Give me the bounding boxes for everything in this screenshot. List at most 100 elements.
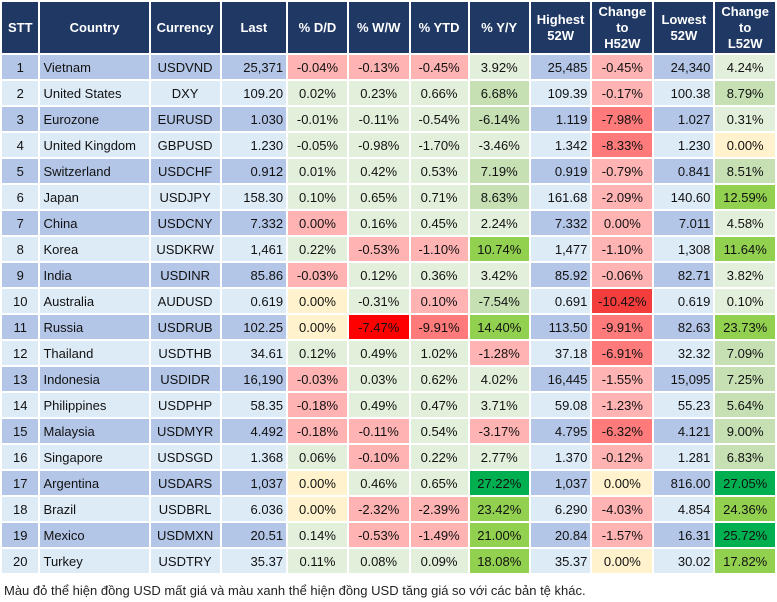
cell-ch: 0.00%	[592, 211, 653, 235]
cell-ch: -0.45%	[592, 55, 653, 79]
cell-country: Singapore	[40, 445, 149, 469]
cell-ww: -0.53%	[348, 523, 409, 547]
cell-last: 16,190	[221, 367, 287, 391]
table-row: 6 Japan USDJPY 158.30 0.10% 0.65% 0.71% 8.63% 16…	[2, 185, 775, 209]
cell-currency: USDSGD	[150, 445, 220, 469]
cell-h52: 113.50	[530, 315, 591, 339]
cell-h52: 25,485	[530, 55, 591, 79]
cell-h52: 161.68	[530, 185, 591, 209]
cell-ch: -9.91%	[592, 315, 653, 339]
cell-currency: USDCHF	[150, 159, 220, 183]
cell-last: 20.51	[221, 523, 287, 547]
cell-dd: 0.12%	[288, 341, 347, 365]
cell-stt: 6	[2, 185, 39, 209]
cell-country: Indonesia	[40, 367, 149, 391]
cell-currency: USDARS	[150, 471, 220, 495]
cell-l52: 0.841	[654, 159, 714, 183]
cell-ww: -0.53%	[348, 237, 409, 261]
cell-h52: 1,477	[530, 237, 591, 261]
table-row: 8 Korea USDKRW 1,461 0.22% -0.53% -1.10% 10.74%…	[2, 237, 775, 261]
cell-dd: -0.05%	[288, 133, 347, 157]
cell-currency: USDPHP	[150, 393, 220, 417]
cell-ww: 0.03%	[348, 367, 409, 391]
cell-ytd: 0.53%	[410, 159, 468, 183]
cell-ytd: 0.36%	[410, 263, 468, 287]
cell-l52: 4.121	[654, 419, 714, 443]
cell-cl: 25.72%	[715, 523, 775, 547]
table-row: 11 Russia USDRUB 102.25 0.00% -7.47% -9.91% 14.…	[2, 315, 775, 339]
cell-stt: 17	[2, 471, 39, 495]
cell-l52: 1.027	[654, 107, 714, 131]
cell-ww: -0.11%	[348, 107, 409, 131]
cell-l52: 100.38	[654, 81, 714, 105]
column-header: Lowest 52W	[654, 2, 714, 53]
cell-dd: -0.03%	[288, 263, 347, 287]
table-row: 10 Australia AUDUSD 0.619 0.00% -0.31% 0.10% -7…	[2, 289, 775, 313]
cell-dd: 0.00%	[288, 497, 347, 521]
cell-yy: 21.00%	[469, 523, 529, 547]
cell-ch: -0.79%	[592, 159, 653, 183]
cell-ch: -1.55%	[592, 367, 653, 391]
cell-yy: 23.42%	[469, 497, 529, 521]
cell-h52: 0.919	[530, 159, 591, 183]
cell-cl: 5.64%	[715, 393, 775, 417]
cell-ytd: 0.65%	[410, 471, 468, 495]
cell-ch: -1.23%	[592, 393, 653, 417]
cell-h52: 16,445	[530, 367, 591, 391]
cell-ww: -0.13%	[348, 55, 409, 79]
cell-h52: 1,037	[530, 471, 591, 495]
cell-stt: 7	[2, 211, 39, 235]
cell-ytd: 0.22%	[410, 445, 468, 469]
cell-dd: 0.00%	[288, 315, 347, 339]
cell-ytd: 0.09%	[410, 549, 468, 573]
cell-country: United Kingdom	[40, 133, 149, 157]
cell-country: India	[40, 263, 149, 287]
cell-ch: 0.00%	[592, 549, 653, 573]
cell-dd: 0.01%	[288, 159, 347, 183]
cell-ww: -0.10%	[348, 445, 409, 469]
cell-ww: 0.65%	[348, 185, 409, 209]
cell-stt: 3	[2, 107, 39, 131]
table-row: 14 Philippines USDPHP 58.35 -0.18% 0.49% 0.47%…	[2, 393, 775, 417]
table-row: 1 Vietnam USDVND 25,371 -0.04% -0.13% -0.45% 3.…	[2, 55, 775, 79]
cell-h52: 6.290	[530, 497, 591, 521]
table-row: 16 Singapore USDSGD 1.368 0.06% -0.10% 0.22% 2.…	[2, 445, 775, 469]
cell-l52: 1,308	[654, 237, 714, 261]
cell-country: Malaysia	[40, 419, 149, 443]
table-row: 7 China USDCNY 7.332 0.00% 0.16% 0.45% 2.24% 7.3…	[2, 211, 775, 235]
cell-h52: 37.18	[530, 341, 591, 365]
cell-cl: 7.25%	[715, 367, 775, 391]
cell-l52: 7.011	[654, 211, 714, 235]
cell-l52: 0.619	[654, 289, 714, 313]
cell-dd: -0.04%	[288, 55, 347, 79]
cell-ww: -0.31%	[348, 289, 409, 313]
cell-yy: 3.71%	[469, 393, 529, 417]
cell-stt: 10	[2, 289, 39, 313]
cell-ytd: 0.10%	[410, 289, 468, 313]
cell-cl: 23.73%	[715, 315, 775, 339]
cell-country: China	[40, 211, 149, 235]
cell-stt: 1	[2, 55, 39, 79]
cell-l52: 82.63	[654, 315, 714, 339]
cell-country: Brazil	[40, 497, 149, 521]
cell-last: 58.35	[221, 393, 287, 417]
cell-ch: -0.17%	[592, 81, 653, 105]
column-header: Change to L52W	[715, 2, 775, 53]
cell-currency: USDBRL	[150, 497, 220, 521]
cell-country: Turkey	[40, 549, 149, 573]
cell-last: 1.230	[221, 133, 287, 157]
cell-ch: -0.06%	[592, 263, 653, 287]
cell-stt: 19	[2, 523, 39, 547]
cell-ch: -1.57%	[592, 523, 653, 547]
cell-ch: -6.91%	[592, 341, 653, 365]
cell-country: Korea	[40, 237, 149, 261]
cell-currency: EURUSD	[150, 107, 220, 131]
cell-currency: GBPUSD	[150, 133, 220, 157]
cell-stt: 13	[2, 367, 39, 391]
cell-l52: 816.00	[654, 471, 714, 495]
cell-cl: 7.09%	[715, 341, 775, 365]
cell-dd: 0.00%	[288, 211, 347, 235]
column-header: % D/D	[288, 2, 347, 53]
cell-stt: 11	[2, 315, 39, 339]
cell-country: Russia	[40, 315, 149, 339]
